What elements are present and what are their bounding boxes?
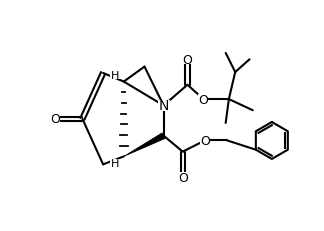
Text: O: O <box>178 171 188 184</box>
Text: O: O <box>198 93 208 106</box>
Text: H: H <box>111 70 119 80</box>
Text: O: O <box>51 113 60 126</box>
Text: H: H <box>111 159 119 169</box>
Text: N: N <box>158 99 169 113</box>
Bar <box>198 94 208 105</box>
Bar <box>182 55 192 65</box>
Bar <box>200 136 210 146</box>
Bar <box>110 70 120 80</box>
Bar <box>178 172 188 182</box>
Bar <box>110 159 120 168</box>
Bar <box>50 114 61 124</box>
Text: O: O <box>182 54 192 67</box>
Polygon shape <box>124 133 165 157</box>
Bar <box>157 101 170 111</box>
Text: O: O <box>200 134 210 147</box>
